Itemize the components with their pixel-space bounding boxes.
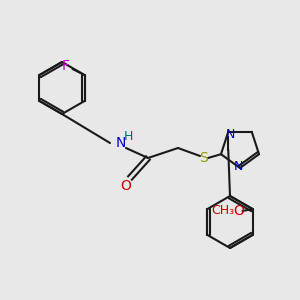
Text: O: O [121, 179, 131, 193]
Text: N: N [226, 128, 235, 141]
Text: O: O [233, 204, 244, 218]
Text: F: F [61, 59, 70, 73]
Text: S: S [199, 151, 207, 165]
Text: H: H [123, 130, 133, 143]
Text: CH₃: CH₃ [211, 205, 234, 218]
Text: N: N [116, 136, 126, 150]
Text: N: N [233, 160, 243, 172]
